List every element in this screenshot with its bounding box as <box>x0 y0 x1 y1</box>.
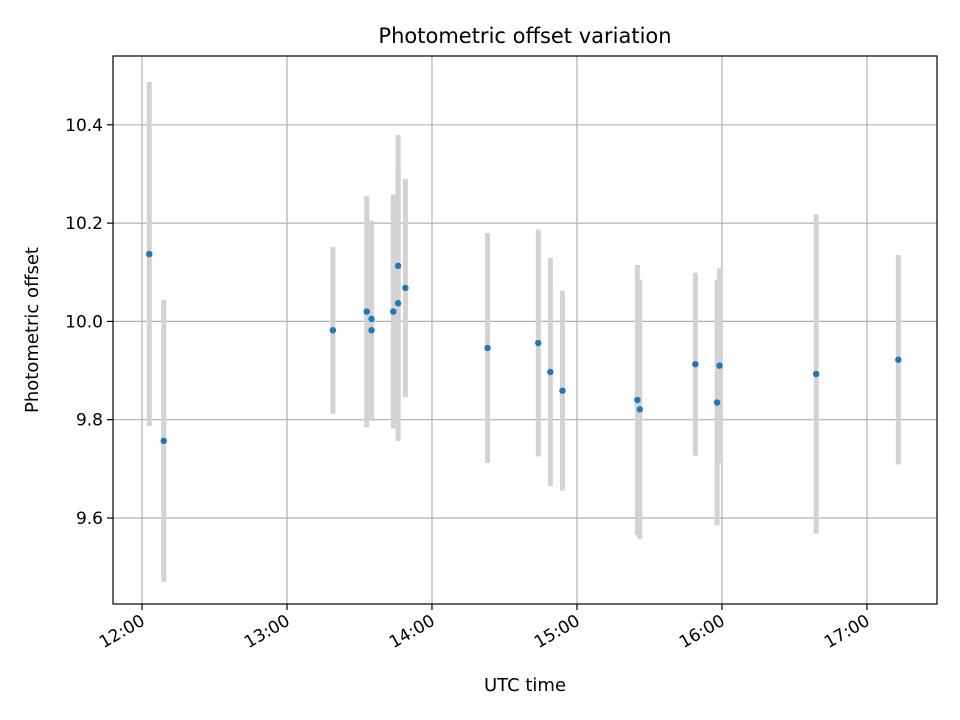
x-axis-title: UTC time <box>484 675 566 696</box>
y-tick-label: 10.0 <box>65 312 103 332</box>
data-point <box>535 339 542 347</box>
y-axis-title: Photometric offset <box>22 247 43 413</box>
chart-title: Photometric offset variation <box>378 24 671 48</box>
data-point <box>160 437 167 445</box>
data-point <box>812 370 820 378</box>
y-tick-label: 9.6 <box>76 509 103 529</box>
y-tick-label: 10.4 <box>65 116 103 136</box>
data-point <box>716 362 723 369</box>
data-point <box>368 315 375 323</box>
data-point <box>634 396 641 404</box>
grid <box>113 56 937 604</box>
data-point <box>636 406 643 413</box>
data-point <box>692 360 699 368</box>
data-point <box>547 368 554 376</box>
y-axis-ticks: 9.6 9.8 10.0 10.2 10.4 <box>65 116 113 529</box>
data-point <box>368 327 375 334</box>
data-point <box>394 300 402 307</box>
data-points <box>146 250 902 445</box>
data-point <box>329 327 337 334</box>
y-tick-label: 10.2 <box>65 214 103 234</box>
data-point <box>146 250 153 258</box>
data-point <box>363 308 370 315</box>
data-point <box>713 399 721 406</box>
plot-frame <box>112 55 938 605</box>
data-point <box>394 262 402 270</box>
data-point <box>402 284 409 292</box>
data-point <box>559 387 566 394</box>
data-point <box>895 356 902 363</box>
y-tick-label: 9.8 <box>76 411 103 431</box>
data-point <box>484 344 491 352</box>
data-point <box>390 308 397 315</box>
